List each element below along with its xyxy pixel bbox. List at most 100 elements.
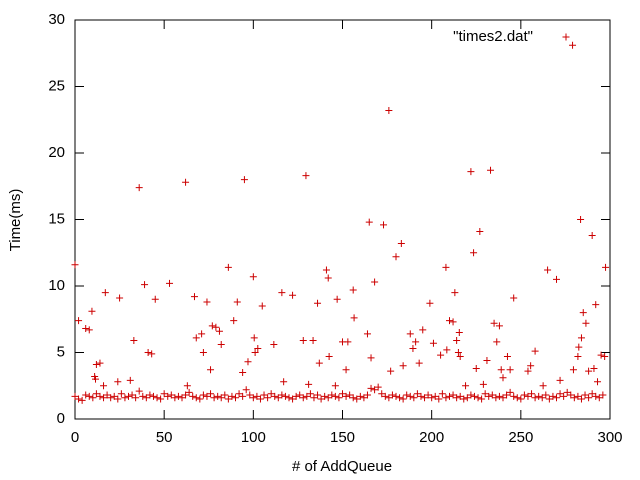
point (374, 383, 382, 391)
point (199, 349, 207, 356)
point (128, 391, 136, 399)
point (463, 394, 471, 402)
point (588, 390, 596, 398)
point (232, 394, 239, 402)
point (356, 392, 364, 400)
point (503, 391, 511, 399)
point (271, 392, 279, 400)
point (71, 392, 79, 400)
point (192, 334, 200, 342)
point (495, 322, 503, 330)
point (601, 352, 609, 360)
point (451, 289, 459, 297)
point (524, 367, 532, 375)
point (495, 392, 503, 400)
point (510, 294, 518, 302)
point (460, 395, 468, 403)
point (250, 334, 258, 342)
point (144, 349, 152, 356)
point (602, 263, 610, 271)
y-tick-label: 0 (57, 410, 65, 427)
point (85, 326, 93, 334)
point (476, 227, 484, 235)
point (199, 391, 207, 399)
point (274, 394, 282, 402)
point (314, 299, 322, 307)
point (185, 388, 193, 396)
y-tick-label: 15 (48, 210, 65, 227)
point (592, 392, 600, 400)
point (254, 345, 262, 353)
point (443, 346, 451, 354)
point (406, 330, 414, 338)
point (78, 396, 86, 404)
point (497, 366, 505, 374)
point (278, 391, 286, 399)
point (412, 338, 420, 346)
point (92, 375, 100, 383)
point (472, 364, 480, 372)
point (292, 392, 300, 400)
point (435, 395, 443, 403)
point (116, 294, 124, 302)
point (590, 364, 598, 372)
point (306, 390, 314, 398)
point (349, 286, 357, 294)
point (322, 266, 330, 274)
point (242, 386, 250, 394)
point (488, 391, 496, 399)
point (331, 392, 339, 400)
legend-label: "times2.dat" (453, 28, 533, 45)
point (545, 395, 553, 403)
point (544, 266, 552, 274)
point (449, 318, 457, 326)
point (531, 347, 539, 355)
point (100, 382, 108, 390)
point (303, 392, 311, 400)
point (446, 392, 453, 400)
point (71, 261, 79, 269)
point (585, 394, 593, 402)
point (182, 178, 190, 186)
point (203, 298, 211, 306)
point (349, 394, 357, 402)
point (221, 391, 229, 399)
point (267, 390, 275, 398)
point (75, 317, 83, 325)
point (410, 394, 418, 402)
point (421, 394, 429, 402)
point (164, 392, 172, 400)
point (103, 391, 111, 399)
point (581, 391, 589, 399)
point (256, 395, 264, 403)
point (174, 392, 182, 400)
point (314, 391, 322, 399)
point (110, 392, 118, 400)
point (251, 349, 259, 356)
point (92, 390, 100, 398)
point (363, 391, 371, 399)
point (148, 350, 156, 358)
point (539, 382, 547, 390)
point (563, 388, 571, 396)
point (149, 392, 157, 400)
point (328, 391, 336, 399)
y-tick-label: 10 (48, 277, 65, 294)
point (210, 394, 218, 402)
point (413, 390, 421, 398)
point (446, 317, 453, 325)
point (470, 249, 478, 257)
point (207, 366, 215, 374)
point (230, 317, 238, 325)
point (456, 352, 464, 360)
point (289, 395, 297, 403)
legend-marker (562, 33, 570, 41)
point (324, 394, 332, 402)
point (121, 394, 129, 402)
y-axis-label: Time(ms) (7, 189, 24, 252)
point (387, 367, 395, 375)
point (190, 293, 198, 301)
point (367, 354, 375, 362)
point (579, 309, 587, 317)
